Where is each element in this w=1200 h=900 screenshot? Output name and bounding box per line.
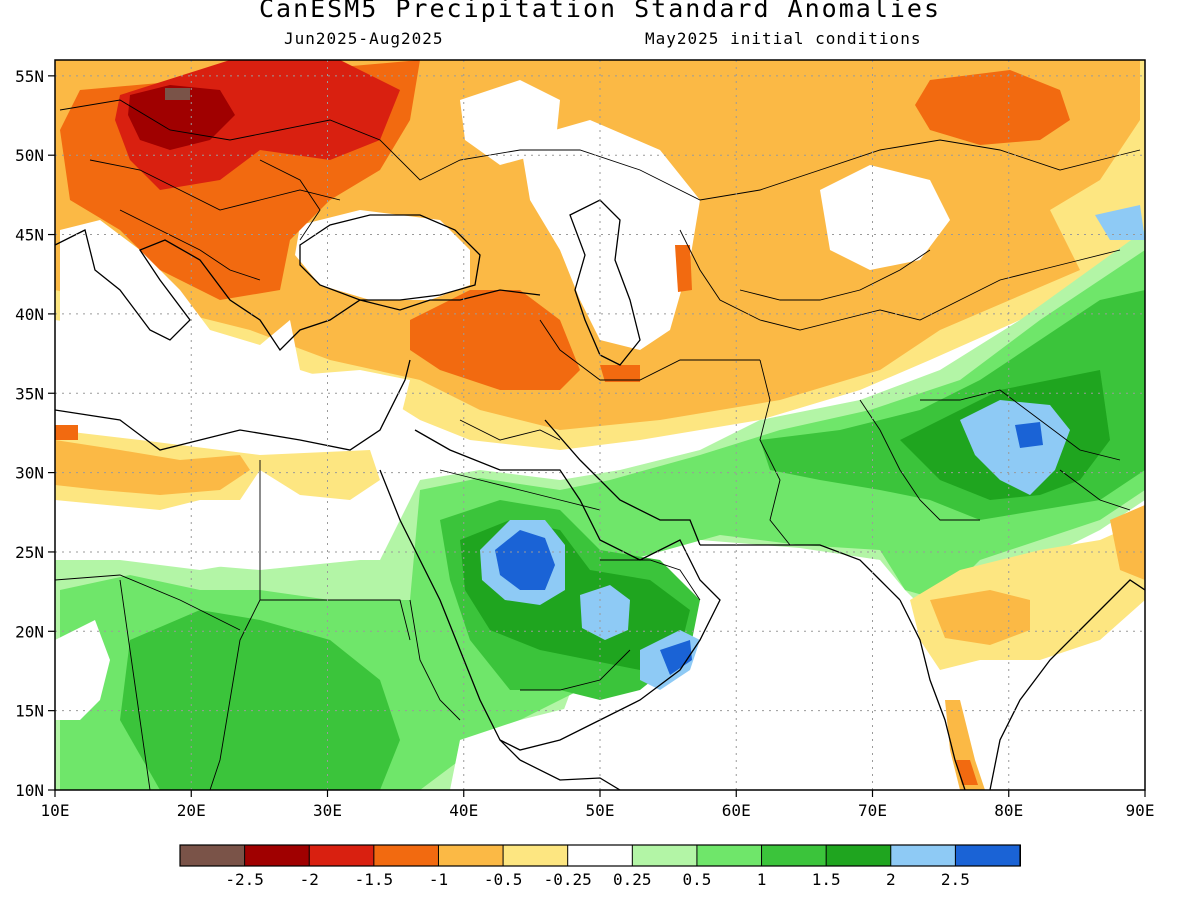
map-title: CanESM5 Precipitation Standard Anomalies	[258, 0, 942, 23]
anomaly-area-orange-bangladesh	[1110, 505, 1145, 580]
anomaly-area-darkorange-med	[55, 425, 78, 440]
colorbar-label: 1.5	[812, 870, 841, 889]
lon-label: 70E	[858, 801, 887, 820]
colorbar-label: -0.25	[544, 870, 592, 889]
colorbar-swatch	[308, 844, 375, 867]
anomaly-area-lightblue-tibet	[1095, 205, 1145, 240]
lat-label: 50N	[15, 146, 44, 165]
anomaly-area-darkorange-siberia	[915, 70, 1070, 145]
anomaly-area-white-kazakh	[820, 165, 950, 270]
lon-labels: 10E 20E 30E 40E 50E 60E 70E 80E 90E	[41, 801, 1155, 820]
anomaly-area-medgreen-south	[120, 610, 400, 790]
lat-label: 35N	[15, 384, 44, 403]
lat-label: 10N	[15, 781, 44, 800]
axis-ticks	[48, 75, 1146, 797]
anomaly-area-white-sahel	[55, 620, 110, 720]
colorbar-frame	[179, 844, 1021, 867]
map-panel	[55, 60, 1145, 790]
colorbar-label: 2	[886, 870, 896, 889]
coastlines	[55, 199, 1145, 790]
lon-label: 40E	[449, 801, 478, 820]
colorbar: -2.5 -2 -1.5 -1 -0.5 -0.25 0.25 0.5 1 1.5 2 2.5	[179, 844, 1022, 889]
anomaly-area-brown-europe	[165, 88, 190, 100]
colorbar-swatch	[631, 844, 698, 867]
lat-label: 45N	[15, 226, 44, 245]
lon-label: 50E	[586, 801, 615, 820]
colorbar-label: 2.5	[941, 870, 970, 889]
lon-label: 60E	[722, 801, 751, 820]
colorbar-swatches	[179, 844, 1022, 867]
lon-label: 30E	[313, 801, 342, 820]
anomaly-area-orange-srilanka	[945, 700, 985, 790]
colorbar-swatch	[437, 844, 505, 867]
colorbar-swatch	[696, 844, 763, 867]
colorbar-swatch	[890, 844, 957, 867]
lat-label: 25N	[15, 543, 44, 562]
colorbar-label: 1	[757, 870, 767, 889]
colorbar-swatch	[567, 844, 634, 867]
initial-conditions: May2025 initial conditions	[645, 29, 922, 48]
anomaly-area-darkorange-iran	[600, 365, 640, 382]
colorbar-swatch	[761, 844, 828, 867]
forecast-period: Jun2025-Aug2025	[284, 29, 444, 48]
anomaly-area-orange-africa	[55, 440, 250, 495]
anomaly-area-blue-arabia	[495, 530, 555, 590]
lat-label: 15N	[15, 702, 44, 721]
colorbar-swatch	[954, 844, 1022, 867]
colorbar-label: -1.5	[355, 870, 394, 889]
anomaly-area-blue-oman	[660, 640, 692, 675]
anomaly-area-lightblue-arabia2	[580, 585, 630, 640]
anomaly-area-white-med	[55, 370, 410, 455]
lon-label: 80E	[994, 801, 1023, 820]
anomaly-area-white-westsib	[460, 80, 560, 165]
lat-label: 55N	[15, 67, 44, 86]
graticule	[55, 60, 1145, 790]
anomaly-area-darkorange-kazakh	[675, 245, 692, 292]
lon-label: 20E	[177, 801, 206, 820]
colorbar-swatch	[825, 844, 892, 867]
lat-label: 30N	[15, 464, 44, 483]
colorbar-label: -2	[300, 870, 319, 889]
colorbar-swatch	[502, 844, 569, 867]
colorbar-swatch	[244, 844, 311, 867]
anomaly-area-white-blacksea	[295, 210, 470, 300]
colorbar-swatch	[179, 844, 246, 867]
colorbar-label: -0.5	[484, 870, 523, 889]
lat-label: 40N	[15, 305, 44, 324]
anomaly-area-orange-india	[930, 590, 1030, 645]
anomaly-area-blue-nepal	[1015, 422, 1043, 448]
anomaly-area-white-italy	[60, 220, 300, 380]
lon-label: 10E	[41, 801, 70, 820]
colorbar-label: 0.25	[613, 870, 652, 889]
country-borders	[55, 99, 1141, 790]
anomaly-area-white-india	[680, 540, 935, 790]
anomaly-area-darkorange-turkey	[410, 290, 580, 390]
lat-labels: 10N 15N 20N 25N 30N 35N 40N 45N 50N 55N	[15, 67, 44, 800]
lon-label: 90E	[1126, 801, 1155, 820]
colorbar-label: 0.5	[682, 870, 711, 889]
anomaly-area-lightblue-nepal	[960, 400, 1070, 495]
colorbar-labels: -2.5 -2 -1.5 -1 -0.5 -0.25 0.25 0.5 1 1.5 2 2.5	[225, 870, 969, 889]
colorbar-label: -2.5	[225, 870, 264, 889]
anomaly-area-darkred-europe	[128, 85, 235, 150]
colorbar-swatch	[373, 844, 440, 867]
lat-label: 20N	[15, 622, 44, 641]
colorbar-label: -1	[429, 870, 448, 889]
